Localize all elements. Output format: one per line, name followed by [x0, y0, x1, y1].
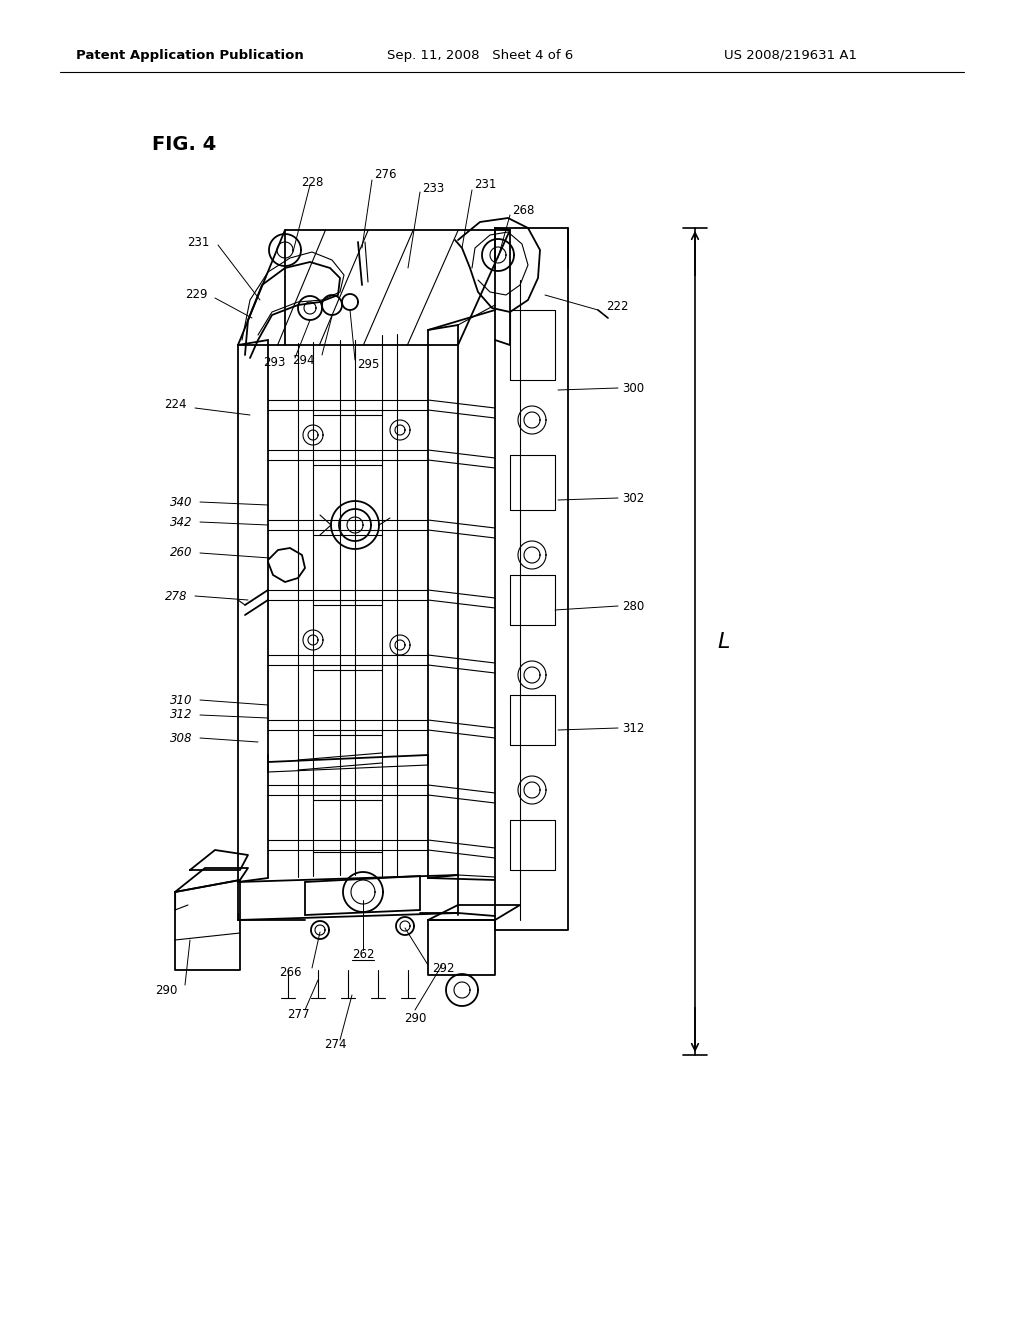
Text: 294: 294: [293, 354, 315, 367]
Text: 228: 228: [301, 176, 324, 189]
Text: 278: 278: [165, 590, 187, 602]
Text: 266: 266: [280, 965, 302, 978]
Text: 222: 222: [606, 300, 629, 313]
Text: 231: 231: [474, 178, 497, 191]
Text: 280: 280: [622, 599, 644, 612]
Text: 262: 262: [352, 949, 374, 961]
Text: Patent Application Publication: Patent Application Publication: [76, 49, 304, 62]
Text: 292: 292: [432, 961, 455, 974]
Text: 293: 293: [262, 355, 285, 368]
Text: 290: 290: [156, 983, 178, 997]
Text: 308: 308: [170, 731, 193, 744]
Text: FIG. 4: FIG. 4: [152, 136, 216, 154]
Text: 260: 260: [170, 546, 193, 560]
Text: 233: 233: [422, 181, 444, 194]
Text: 302: 302: [622, 491, 644, 504]
Text: L: L: [717, 631, 729, 652]
Text: 295: 295: [357, 359, 379, 371]
Text: 274: 274: [324, 1039, 346, 1052]
Text: 312: 312: [622, 722, 644, 734]
Text: Sep. 11, 2008   Sheet 4 of 6: Sep. 11, 2008 Sheet 4 of 6: [387, 49, 573, 62]
Text: 268: 268: [512, 203, 535, 216]
Text: 277: 277: [287, 1008, 309, 1022]
Text: 276: 276: [374, 169, 396, 181]
Text: 342: 342: [170, 516, 193, 528]
Text: 224: 224: [165, 399, 187, 412]
Text: US 2008/219631 A1: US 2008/219631 A1: [724, 49, 856, 62]
Text: 229: 229: [185, 289, 208, 301]
Text: 340: 340: [170, 495, 193, 508]
Text: 290: 290: [403, 1011, 426, 1024]
Text: 310: 310: [170, 693, 193, 706]
Text: 300: 300: [622, 381, 644, 395]
Text: 312: 312: [170, 709, 193, 722]
Text: 231: 231: [187, 235, 210, 248]
